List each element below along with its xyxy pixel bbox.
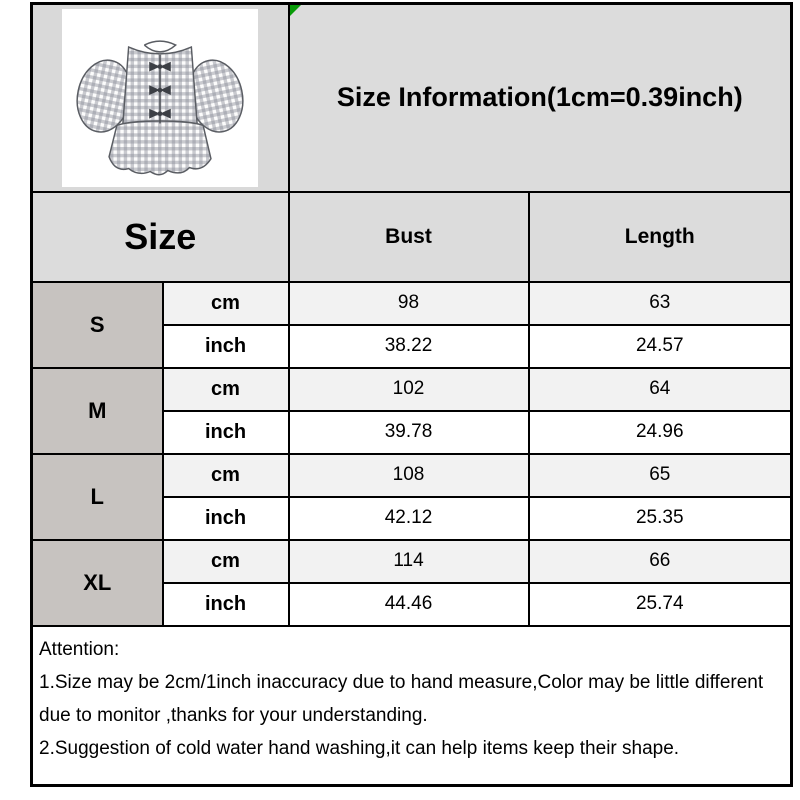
size-label-s: S — [30, 280, 164, 369]
unit-label-inch: inch — [161, 323, 290, 369]
length-cm-value-l: 65 — [527, 452, 793, 498]
bust-cm-value-xl: 114 — [287, 538, 530, 584]
length-cm-value-s: 63 — [527, 280, 793, 326]
column-header-length: Length — [527, 190, 793, 283]
unit-label-inch: inch — [161, 581, 290, 627]
table-row: inch 38.22 24.57 — [32, 323, 793, 369]
table-row: L cm 108 65 — [30, 452, 793, 541]
unit-label-inch: inch — [161, 409, 290, 455]
length-inch-value-l: 25.35 — [527, 495, 793, 541]
column-header-bust: Bust — [287, 190, 530, 283]
size-label-m: M — [30, 366, 164, 455]
table-row: inch 39.78 24.96 — [32, 409, 793, 455]
bust-cm-value-m: 102 — [287, 366, 530, 412]
attention-note-2: 2.Suggestion of cold water hand washing,… — [39, 737, 680, 759]
product-photo — [62, 8, 259, 187]
attention-heading: Attention: — [39, 638, 120, 660]
column-header-row: Size Bust Length — [30, 190, 793, 283]
page-title: Size Information(1cm=0.39inch) — [336, 82, 743, 113]
length-inch-value-xl: 25.74 — [527, 581, 793, 627]
length-cm-value-xl: 66 — [527, 538, 793, 584]
length-cm-value-m: 64 — [527, 366, 793, 412]
green-corner-flag-icon — [290, 5, 301, 16]
unit-label-cm: cm — [161, 452, 290, 498]
bust-inch-value-s: 38.22 — [287, 323, 530, 369]
bust-cm-value-s: 98 — [287, 280, 530, 326]
bust-inch-value-xl: 44.46 — [287, 581, 530, 627]
title-cell: Size Information(1cm=0.39inch) — [287, 2, 793, 193]
product-image-cell — [30, 2, 290, 193]
table-row: XL cm 114 66 — [30, 538, 793, 627]
banner-row: Size Information(1cm=0.39inch) — [30, 2, 793, 193]
attention-note-1: 1.Size may be 2cm/1inch inaccuracy due t… — [39, 671, 764, 726]
table-row: inch 44.46 25.74 — [32, 581, 793, 627]
length-inch-value-m: 24.96 — [527, 409, 793, 455]
attention-row: Attention: 1.Size may be 2cm/1inch inacc… — [30, 624, 793, 787]
bust-inch-value-l: 42.12 — [287, 495, 530, 541]
size-label-xl: XL — [30, 538, 164, 627]
unit-label-cm: cm — [161, 280, 290, 326]
table-row: inch 42.12 25.35 — [32, 495, 793, 541]
size-chart-table: Size Information(1cm=0.39inch) Size Bust… — [30, 2, 794, 787]
table-row: M cm 102 64 — [30, 366, 793, 455]
attention-cell: Attention: 1.Size may be 2cm/1inch inacc… — [30, 624, 793, 787]
unit-label-cm: cm — [161, 366, 290, 412]
gingham-blouse-icon — [76, 40, 244, 176]
column-header-size: Size — [30, 190, 290, 283]
length-inch-value-s: 24.57 — [527, 323, 793, 369]
table-row: S cm 98 63 — [30, 280, 793, 369]
unit-label-cm: cm — [161, 538, 290, 584]
bust-cm-value-l: 108 — [287, 452, 530, 498]
size-label-l: L — [30, 452, 164, 541]
bust-inch-value-m: 39.78 — [287, 409, 530, 455]
unit-label-inch: inch — [161, 495, 290, 541]
